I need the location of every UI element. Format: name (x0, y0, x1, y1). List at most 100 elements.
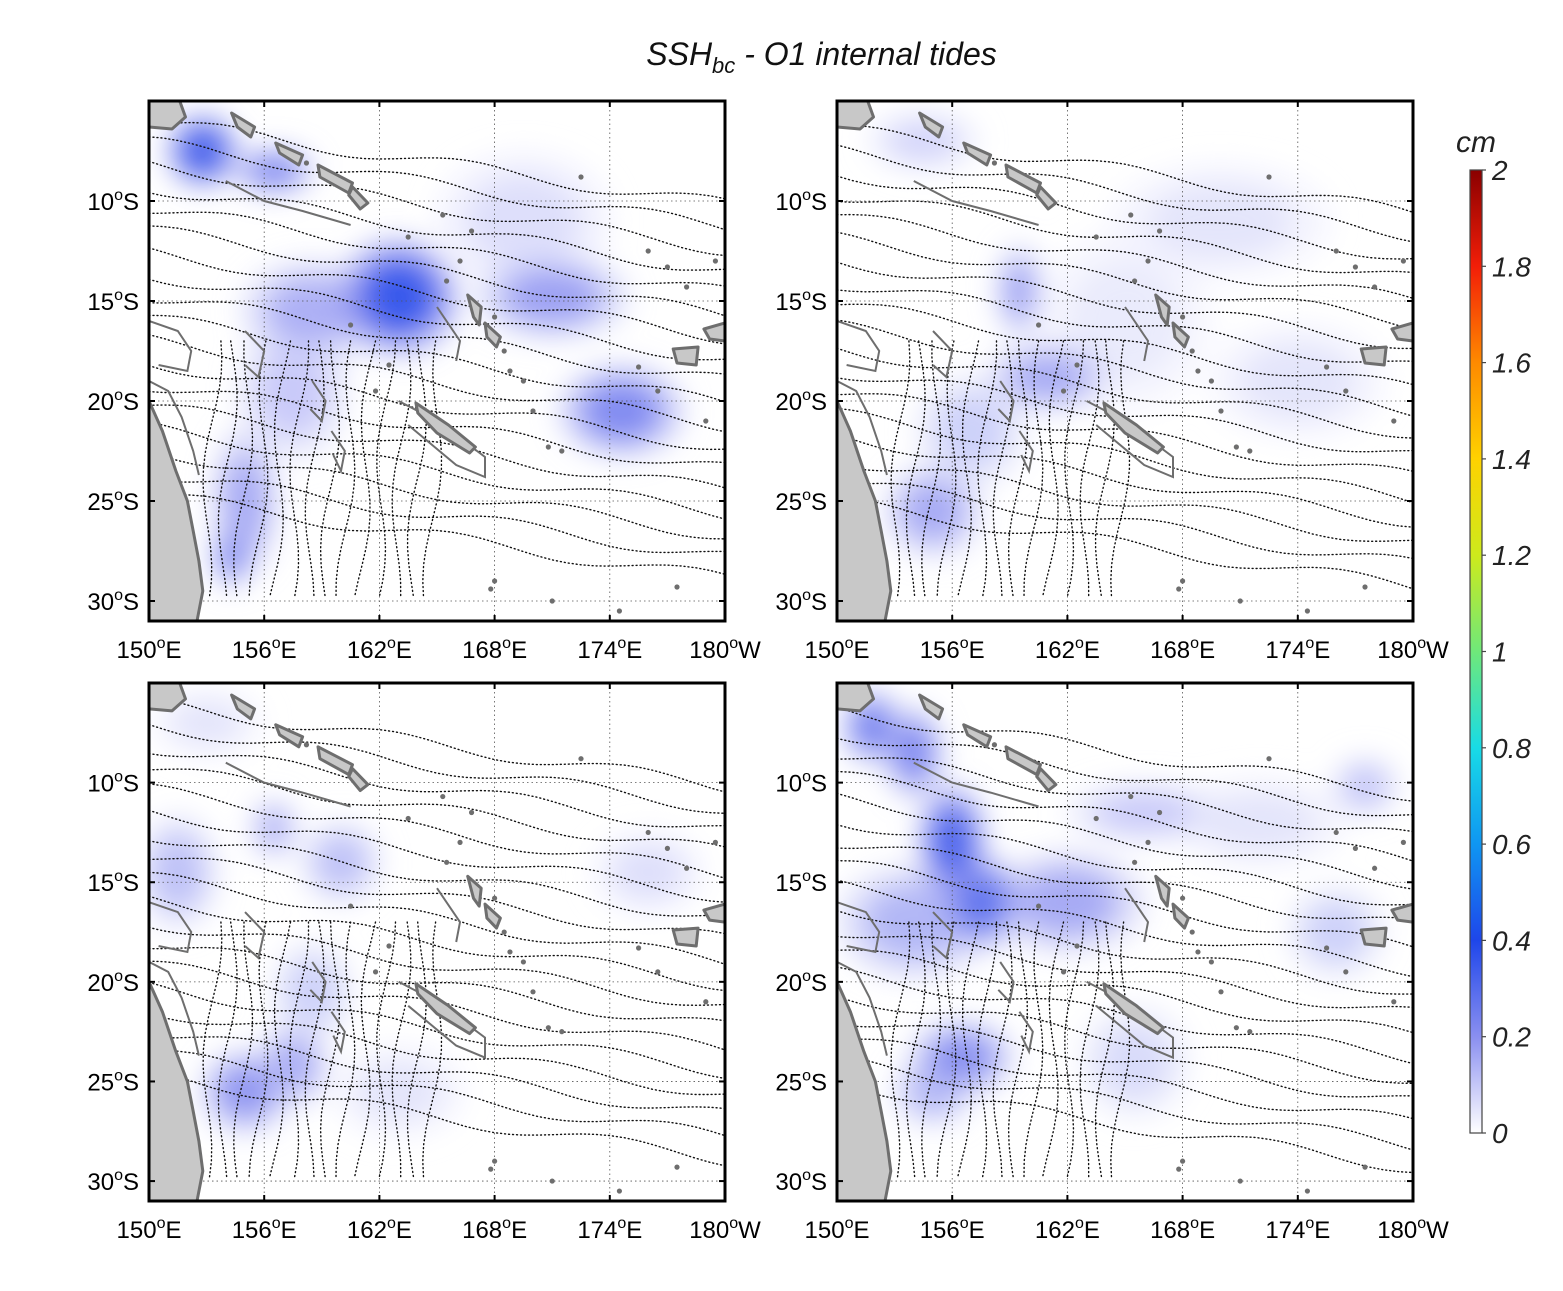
land-polygon (918, 111, 945, 139)
land-polygon (1035, 185, 1058, 211)
land-polygon (1359, 926, 1388, 948)
x-tick-label: 156oE (920, 1215, 985, 1244)
amplitude-blob-9 (179, 127, 226, 175)
island-marker (1074, 362, 1080, 368)
bathymetry-line (244, 911, 266, 960)
colorbar-tick-label: 2 (1491, 155, 1508, 186)
island-marker (468, 809, 475, 816)
island-marker (1156, 228, 1163, 234)
phase-contour-line (837, 124, 1413, 213)
phase-contour-line (837, 910, 1413, 995)
island-marker (1233, 444, 1239, 450)
phase-contour-line (149, 365, 725, 451)
island-marker (348, 322, 354, 328)
amplitude-blob-5 (151, 834, 204, 910)
phase-contour-line (149, 192, 725, 271)
phase-contour-line (202, 340, 223, 598)
land-polygon (230, 111, 257, 139)
bathymetry-line (1018, 1011, 1034, 1055)
y-tick-label: 30oS (87, 1167, 139, 1196)
colorbar-tick-label: 0.2 (1492, 1022, 1531, 1053)
bathymetry-line (913, 180, 1039, 226)
land-polygon (483, 902, 502, 930)
colorbar-gradient (1469, 169, 1483, 1134)
x-tick-label: 180oW (1377, 1215, 1449, 1244)
amplitude-blob-6 (315, 835, 367, 890)
phase-contour-line (837, 347, 1413, 439)
island-marker (303, 742, 310, 748)
island-marker (405, 815, 411, 822)
phase-contour-line (319, 921, 341, 1178)
island-marker (1304, 1188, 1310, 1194)
colorbar: cm 0 0.2 0.4 0.6 0.8 1 1.2 1.4 1.6 1.8 2 (1456, 126, 1531, 1149)
island-marker (1324, 364, 1330, 370)
island-marker (1180, 1158, 1186, 1164)
phase-contour-line (149, 479, 725, 554)
phase-contour-line (406, 921, 428, 1178)
island-marker (645, 248, 651, 254)
amplitude-blob-6 (1007, 354, 1089, 400)
island-marker (1176, 1166, 1182, 1172)
bathymetry-contours (837, 180, 1174, 479)
phase-contour-line (1110, 921, 1131, 1178)
amplitude-blob-5 (1343, 767, 1387, 807)
island-marker (372, 969, 379, 975)
colorbar-tick-label: 0 (1492, 1118, 1508, 1149)
colorbar-tick-label: 1 (1492, 637, 1508, 668)
phase-contour-line (149, 314, 725, 403)
bathymetry-line (225, 180, 351, 226)
bathymetry-line (149, 901, 193, 954)
amplitude-blob-13 (930, 805, 974, 880)
island-marker (1060, 969, 1067, 975)
island-marker (1333, 248, 1339, 254)
island-marker (1304, 608, 1310, 614)
amplitude-blob-2 (170, 700, 243, 746)
y-tick-label: 15oS (775, 287, 827, 316)
phase-contour-line (837, 482, 1413, 560)
land-polygon (149, 101, 187, 131)
title-main: SSH (646, 36, 713, 72)
island-marker (321, 628, 326, 633)
island-marker (303, 160, 310, 166)
map-frame (835, 681, 1415, 1203)
island-marker (372, 388, 379, 394)
island-marker (616, 608, 623, 614)
bathymetry-line (1124, 306, 1150, 362)
amplitude-blob-9 (928, 1033, 995, 1082)
land-polygon (1171, 321, 1190, 349)
y-tick-label: 20oS (775, 968, 827, 997)
land-polygon (347, 185, 370, 211)
phase-contour-line (149, 225, 725, 317)
bathymetry-line (225, 761, 351, 808)
island-marker (684, 865, 690, 871)
y-tick-label: 15oS (87, 287, 139, 316)
phase-contour-line (992, 340, 1013, 598)
land-polygon (671, 345, 700, 367)
island-marker (1208, 959, 1214, 965)
island-marker (1352, 264, 1358, 270)
phase-contour-line (977, 921, 998, 1178)
land-polygon (1390, 321, 1413, 343)
x-tick-label: 156oE (920, 635, 985, 664)
phase-contour-line (149, 840, 725, 917)
island-marker (405, 234, 411, 240)
phase-contour-line (1007, 921, 1029, 1178)
phase-contour-line (149, 783, 725, 879)
map-grid (149, 683, 725, 1201)
island-marker (1333, 829, 1339, 836)
phase-contour-line (837, 303, 1413, 386)
amplitude-blob-9 (216, 1064, 274, 1119)
island-marker (1218, 408, 1224, 414)
phase-contour-line (149, 1049, 725, 1137)
phase-contour-line (304, 340, 325, 598)
bathymetry-line (309, 380, 327, 424)
island-marker (549, 1178, 555, 1184)
map-panel-1: 150oE 156oE 162oE 168oE 174oE 180oW 10oS 15oS 20… (87, 99, 761, 664)
land-polygon (1154, 874, 1171, 908)
phase-contour-line (149, 301, 725, 375)
colorbar-tick-label: 0.8 (1492, 733, 1531, 764)
phase-contour-line (217, 921, 238, 1178)
island-marker (457, 839, 463, 845)
island-marker (444, 859, 450, 865)
island-marker (468, 228, 475, 234)
